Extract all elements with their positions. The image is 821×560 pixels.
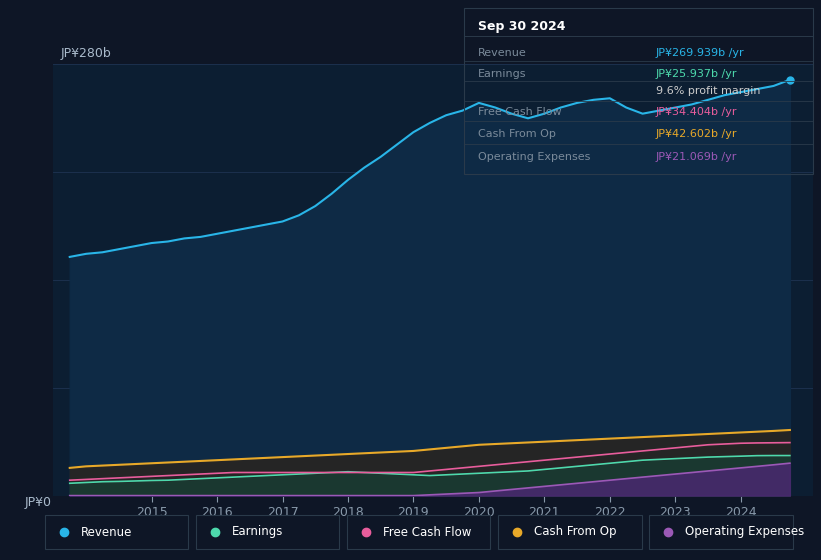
FancyBboxPatch shape <box>347 515 490 549</box>
Text: Cash From Op: Cash From Op <box>534 525 617 539</box>
Text: Earnings: Earnings <box>478 69 526 80</box>
Text: Operating Expenses: Operating Expenses <box>478 152 590 162</box>
Text: JP¥42.602b /yr: JP¥42.602b /yr <box>656 129 737 139</box>
Text: JP¥269.939b /yr: JP¥269.939b /yr <box>656 48 745 58</box>
Text: JP¥280b: JP¥280b <box>61 47 112 60</box>
Text: JP¥21.069b /yr: JP¥21.069b /yr <box>656 152 737 162</box>
FancyBboxPatch shape <box>196 515 339 549</box>
Text: Earnings: Earnings <box>232 525 283 539</box>
Text: Revenue: Revenue <box>81 525 132 539</box>
Text: Cash From Op: Cash From Op <box>478 129 556 139</box>
Text: Free Cash Flow: Free Cash Flow <box>383 525 471 539</box>
Text: JP¥34.404b /yr: JP¥34.404b /yr <box>656 108 737 118</box>
FancyBboxPatch shape <box>498 515 641 549</box>
FancyBboxPatch shape <box>45 515 188 549</box>
Text: Operating Expenses: Operating Expenses <box>686 525 805 539</box>
FancyBboxPatch shape <box>649 515 792 549</box>
Text: JP¥25.937b /yr: JP¥25.937b /yr <box>656 69 737 80</box>
Text: Revenue: Revenue <box>478 48 526 58</box>
Text: Free Cash Flow: Free Cash Flow <box>478 108 562 118</box>
Text: JP¥0: JP¥0 <box>25 496 52 508</box>
Text: Sep 30 2024: Sep 30 2024 <box>478 20 566 33</box>
Text: 9.6% profit margin: 9.6% profit margin <box>656 86 760 96</box>
